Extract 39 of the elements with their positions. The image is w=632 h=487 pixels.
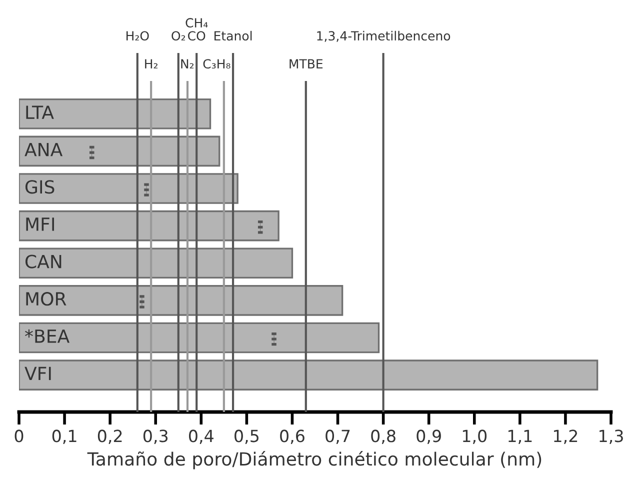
y-tick-label: MOR	[26, 292, 66, 306]
y-tick-label: ANA	[24, 143, 63, 156]
ref-line-label: N₂	[181, 59, 194, 68]
y-tick-label: VFI	[24, 366, 51, 380]
x-tick-label: 0,3	[143, 430, 168, 444]
bar	[19, 285, 344, 316]
y-tick-label: GIS	[25, 180, 54, 194]
ref-line-label: Etanol	[214, 30, 252, 41]
y-tick-label: CAN	[25, 254, 62, 268]
y-tick-label: LTA	[26, 106, 54, 119]
ref-line-label: H₂O	[126, 31, 149, 41]
y-tick-label: MFI	[26, 218, 54, 231]
x-tick-label: 0,8	[371, 430, 396, 444]
x-tick-label: 0,4	[189, 430, 214, 444]
x-tick-label: 0,2	[98, 430, 122, 444]
x-tick-label: 0,9	[416, 430, 441, 444]
x-tick-label: 0,7	[326, 430, 350, 444]
x-axis-title: Tamaño de poro/Diámetro cinético molecular (nm)	[87, 451, 542, 470]
y-tick-label: *BEA	[25, 329, 70, 343]
ref-line-label: H₂	[145, 59, 158, 68]
x-tick-label: 0,6	[280, 430, 304, 444]
x-tick-label: 1,2	[554, 430, 578, 444]
x-tick-label: 0,1	[52, 430, 76, 444]
x-tick-label: 0	[14, 430, 24, 442]
x-tick-label: 1,3	[600, 430, 623, 444]
x-tick-label: 1,1	[508, 430, 532, 444]
ref-line-label: MTBE	[290, 59, 323, 68]
ref-line-label: 1,3,4-Trimetilbenceno	[317, 30, 450, 42]
ref-line-label: C₃H₈	[203, 59, 230, 69]
x-tick-label: 0,5	[234, 430, 258, 444]
bar	[19, 322, 380, 354]
bar	[19, 98, 212, 130]
bar	[19, 173, 238, 204]
ref-line-label: CH₄ CO	[186, 18, 208, 41]
bar	[19, 360, 598, 390]
x-tick-label: 1,0	[462, 430, 487, 444]
bar	[19, 210, 280, 242]
ref-line-label: O₂	[172, 31, 186, 41]
bar	[19, 248, 294, 279]
